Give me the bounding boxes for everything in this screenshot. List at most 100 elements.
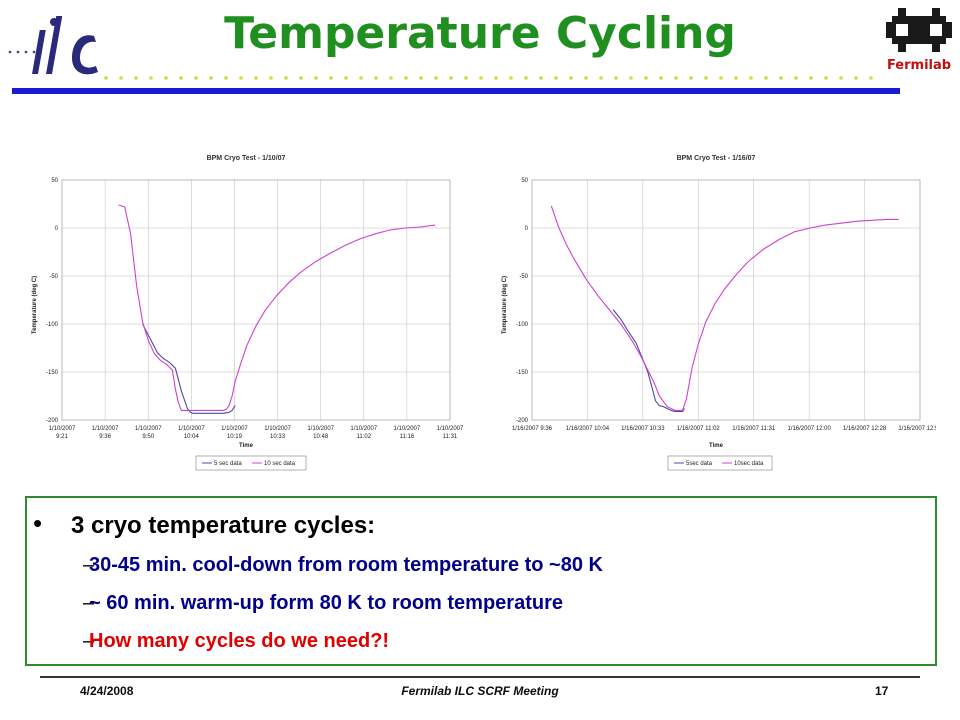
x-tick-label: 1/10/2007 xyxy=(307,426,334,432)
divider-dot xyxy=(254,76,258,80)
divider-dot xyxy=(344,76,348,80)
chart-1-legend-series-2: 10 sec data xyxy=(264,461,296,467)
fermilab-logo xyxy=(886,8,952,52)
divider-dot xyxy=(509,76,513,80)
fermilab-wordmark: Fermilab xyxy=(886,58,952,73)
divider-dot xyxy=(869,76,873,80)
chart-2-legend: 5sec data 10sec data xyxy=(667,455,773,471)
divider-dot xyxy=(119,76,123,80)
sub-bullet-dash: – xyxy=(83,592,95,614)
x-tick-label: 1/16/2007 11:31 xyxy=(732,426,776,432)
divider-dot xyxy=(839,76,843,80)
slide-title: Temperature Cycling xyxy=(224,8,736,59)
divider-dot xyxy=(539,76,543,80)
chart-2-title: BPM Cryo Test - 1/16/07 xyxy=(677,155,756,162)
divider-dot xyxy=(584,76,588,80)
y-tick-label: 0 xyxy=(525,226,529,232)
chart-1-xlabel: Time xyxy=(239,443,254,449)
divider-dot xyxy=(524,76,528,80)
series-line-1 xyxy=(142,323,236,414)
sub-bullet-dash: – xyxy=(83,630,95,652)
x-tick-label: 10:33 xyxy=(270,434,286,440)
divider-dot xyxy=(554,76,558,80)
divider-dot xyxy=(599,76,603,80)
dotted-divider xyxy=(104,76,873,80)
sub-bullet-warmup: ~ 60 min. warm-up form 80 K to room temp… xyxy=(89,592,563,614)
x-tick-label: 10:04 xyxy=(184,434,200,440)
chart-2-ylabel: Temperature (deg C) xyxy=(502,276,508,334)
divider-dot xyxy=(569,76,573,80)
divider-dot xyxy=(479,76,483,80)
divider-dot xyxy=(644,76,648,80)
x-tick-label: 10:48 xyxy=(313,434,329,440)
x-tick-label: 1/10/2007 xyxy=(394,426,421,432)
bullet-dot: • xyxy=(33,508,43,538)
divider-dot xyxy=(179,76,183,80)
divider-dot xyxy=(404,76,408,80)
divider-dot xyxy=(299,76,303,80)
chart-1-legend-series-1: 5 sec data xyxy=(214,461,242,467)
chart-cryo-test-1: BPM Cryo Test - 1/10/07 50 0 -50 -100 -150 -2… xyxy=(26,140,466,480)
divider-dot xyxy=(314,76,318,80)
x-tick-label: 1/16/2007 12:57 xyxy=(898,426,936,432)
divider-dot xyxy=(854,76,858,80)
y-tick-label: 50 xyxy=(51,178,58,184)
divider-dot xyxy=(374,76,378,80)
x-tick-label: 11:02 xyxy=(356,434,371,440)
bullet-box: • 3 cryo temperature cycles: – 30-45 min… xyxy=(25,496,937,666)
divider-dot xyxy=(779,76,783,80)
x-tick-label: 1/10/2007 xyxy=(437,426,464,432)
title-underline xyxy=(12,88,900,94)
y-tick-label: -100 xyxy=(46,322,59,328)
divider-dot xyxy=(149,76,153,80)
divider-dot xyxy=(749,76,753,80)
x-tick-label: 11:16 xyxy=(400,434,415,440)
y-tick-label: -200 xyxy=(516,418,529,424)
divider-dot xyxy=(209,76,213,80)
divider-dot xyxy=(824,76,828,80)
divider-dot xyxy=(794,76,798,80)
series-line-1 xyxy=(612,309,685,412)
sub-bullet-cooldown: 30-45 min. cool-down from room temperatu… xyxy=(89,554,603,576)
x-tick-label: 9:36 xyxy=(99,434,111,440)
y-tick-label: -50 xyxy=(49,274,58,280)
divider-dot xyxy=(269,76,273,80)
divider-dot xyxy=(719,76,723,80)
divider-dot xyxy=(284,76,288,80)
x-tick-label: 10:19 xyxy=(227,434,243,440)
divider-dot xyxy=(614,76,618,80)
divider-dot xyxy=(419,76,423,80)
divider-dot xyxy=(134,76,138,80)
divider-dot xyxy=(809,76,813,80)
plot-area xyxy=(531,179,921,421)
y-tick-label: -200 xyxy=(46,418,59,424)
bullet-main: 3 cryo temperature cycles: xyxy=(71,512,376,539)
divider-dot xyxy=(659,76,663,80)
x-tick-label: 1/16/2007 10:04 xyxy=(566,426,610,432)
divider-dot xyxy=(389,76,393,80)
y-tick-label: -100 xyxy=(516,322,529,328)
chart-2-legend-series-2: 10sec data xyxy=(734,461,764,467)
x-tick-label: 1/16/2007 10:33 xyxy=(621,426,665,432)
x-tick-label: 1/10/2007 xyxy=(264,426,291,432)
x-tick-label: 1/10/2007 xyxy=(92,426,119,432)
series-line-2 xyxy=(550,205,899,411)
x-tick-label: 9:21 xyxy=(56,434,68,440)
footer-date: 4/24/2008 xyxy=(80,684,134,698)
divider-dot xyxy=(689,76,693,80)
plot-area xyxy=(61,179,451,421)
divider-dot xyxy=(104,76,108,80)
x-tick-label: 1/10/2007 xyxy=(49,426,76,432)
chart-cryo-test-2: BPM Cryo Test - 1/16/07 50 0 -50 -100 -150 -2… xyxy=(496,140,936,480)
x-tick-label: 1/16/2007 12:00 xyxy=(787,426,831,432)
footer-title: Fermilab ILC SCRF Meeting xyxy=(401,684,559,698)
divider-dot xyxy=(734,76,738,80)
divider-dot xyxy=(194,76,198,80)
divider-dot xyxy=(674,76,678,80)
divider-dot xyxy=(224,76,228,80)
x-tick-label: 9:50 xyxy=(142,434,154,440)
x-tick-label: 1/16/2007 11:02 xyxy=(677,426,721,432)
chart-1-ylabel: Temperature (deg C) xyxy=(32,276,38,334)
footer-rule xyxy=(40,676,920,678)
y-tick-label: -150 xyxy=(516,370,529,376)
